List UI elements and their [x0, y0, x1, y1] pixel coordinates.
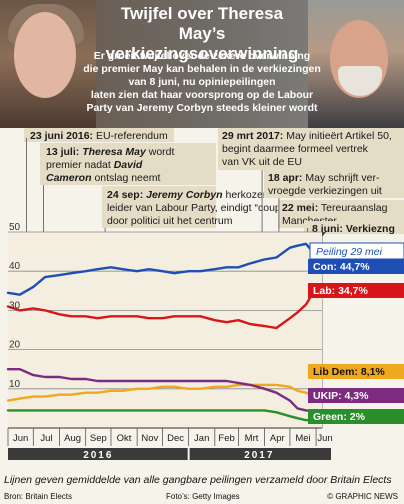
month-label: Feb — [218, 433, 234, 444]
series-line-lib-dem — [6, 383, 315, 402]
plot-area — [8, 232, 322, 428]
series-line-con — [6, 242, 315, 296]
photo-theresa-may — [0, 0, 96, 128]
event-may-line3: Cameron ontslag neemt — [46, 172, 160, 184]
face-shape — [14, 12, 76, 98]
event-election: 8 juni: Verkiezng — [312, 223, 395, 235]
series-label: Green: 2% — [313, 411, 366, 423]
header-background — [96, 0, 308, 128]
subtitle-line: van 8 juni, nu opiniepeilingen — [128, 76, 276, 88]
year-bar-2017 — [189, 448, 331, 460]
copyright: © GRAPHIC NEWS — [327, 492, 398, 501]
poll-chart: 23 juni 2016: EU-referendum 13 juli: The… — [0, 128, 404, 473]
month-label: Okt — [117, 433, 132, 444]
series-line-green — [6, 409, 315, 422]
y-tick-label: 40 — [9, 261, 21, 272]
event-annotations: 23 juni 2016: EU-referendum 13 juli: The… — [24, 128, 404, 235]
poll-badge: Peiling 29 mei — [316, 246, 383, 258]
y-tick-label: 30 — [9, 300, 21, 311]
month-label: Jun — [13, 433, 28, 444]
chart-note: Lijnen geven gemiddelde van alle gangbar… — [4, 474, 392, 486]
month-label: Mei — [295, 433, 310, 444]
event-article50-line3: van VK uit de EU — [222, 156, 302, 168]
y-axis-ticks: 10 20 30 40 50 — [9, 222, 21, 390]
event-corbyn-line3: door politici uit het centrum — [107, 215, 233, 227]
subtitle-line: laten zien dat haar voorsprong op de Lab… — [90, 89, 314, 101]
year-label: 2016 — [83, 450, 113, 461]
subtitle: Er groeit twijfel over de zekere overwin… — [80, 50, 324, 115]
event-snap-line2: vroegde verkiezingen uit — [268, 185, 382, 197]
year-bar-2016 — [8, 448, 188, 460]
title-line-1: Twijfel over Theresa May’s — [120, 4, 284, 43]
month-label: Aug — [64, 433, 81, 444]
event-box-snap — [264, 170, 404, 198]
event-box-article50 — [218, 128, 404, 170]
event-manchester: 22 mei: Tereuraanslag — [282, 202, 388, 214]
series-label: Con: 44,7% — [313, 261, 370, 273]
event-referendum: 23 juni 2016: EU-referendum — [30, 130, 168, 142]
event-article50-line2: begint daarmee formeel vertrek — [222, 143, 369, 155]
series-label-box — [308, 283, 404, 298]
y-tick-label: 20 — [9, 340, 21, 351]
series-label-box — [308, 364, 404, 379]
event-article50: 29 mrt 2017: May initieërt Artikel 50, — [222, 130, 392, 142]
series-label: Lab: 34,7% — [313, 285, 369, 297]
month-label: Mrt — [245, 433, 259, 444]
event-box-referendum — [24, 128, 174, 142]
event-snap: 18 apr: May schrijft ver- — [268, 172, 380, 184]
event-may: 13 juli: Theresa May wordt — [46, 146, 174, 158]
series-label: UKIP: 4,3% — [313, 390, 369, 402]
series-label-box — [308, 388, 404, 403]
series-line-ukip — [6, 368, 315, 413]
page-title: Twijfel over Theresa May’s verkiezingsov… — [96, 4, 308, 64]
x-axis-ticks: Jun Jul Aug Sep Okt Nov Dec Jan Feb Mrt Apr Mei Jun — [7, 428, 333, 446]
event-may-line2: premier nadat David — [46, 159, 143, 171]
event-box-election — [304, 221, 404, 234]
series-label: Lib Dem: 8,1% — [313, 366, 385, 378]
subtitle-line: Party van Jeremy Corbyn steeds kleiner w… — [86, 102, 318, 114]
series-labels: Con: 44,7% Lab: 34,7% Lib Dem: 8,1% UKIP: 4… — [308, 259, 404, 424]
event-box-may — [40, 143, 216, 185]
source: Bron: Britain Elects — [4, 492, 73, 501]
event-corbyn: 24 sep: Jeremy Corbyn herkozen als — [107, 189, 285, 201]
event-corbyn-line2: leider van Labour Party, eindigt “coup” — [107, 202, 285, 214]
event-box-corbyn — [102, 186, 216, 228]
series-lines — [6, 242, 315, 422]
month-label: Nov — [141, 433, 158, 444]
title-line-2: verkiezingsoverwinning — [105, 44, 299, 63]
month-label: Apr — [270, 433, 285, 444]
month-label: Jun — [317, 433, 332, 444]
photo-jeremy-corbyn — [308, 0, 404, 128]
year-bar: 2016 2017 — [8, 448, 331, 461]
subtitle-line: die premier May kan behalen in de verkie… — [83, 63, 321, 75]
grid — [8, 231, 322, 429]
series-label-box — [308, 259, 404, 274]
y-tick-label: 50 — [9, 222, 21, 233]
photo-credit: Foto’s: Getty Images — [166, 492, 240, 501]
month-label: Jan — [194, 433, 209, 444]
month-label: Sep — [90, 433, 107, 444]
month-label: Jul — [40, 433, 52, 444]
header-banner: Twijfel over Theresa May’s verkiezingsov… — [0, 0, 404, 128]
subtitle-line: Er groeit twijfel over de zekere overwin… — [93, 50, 311, 62]
year-label: 2017 — [244, 450, 274, 461]
series-line-lab — [6, 290, 315, 330]
y-tick-label: 10 — [9, 379, 21, 390]
series-label-box — [308, 409, 404, 424]
month-label: Dec — [167, 433, 184, 444]
